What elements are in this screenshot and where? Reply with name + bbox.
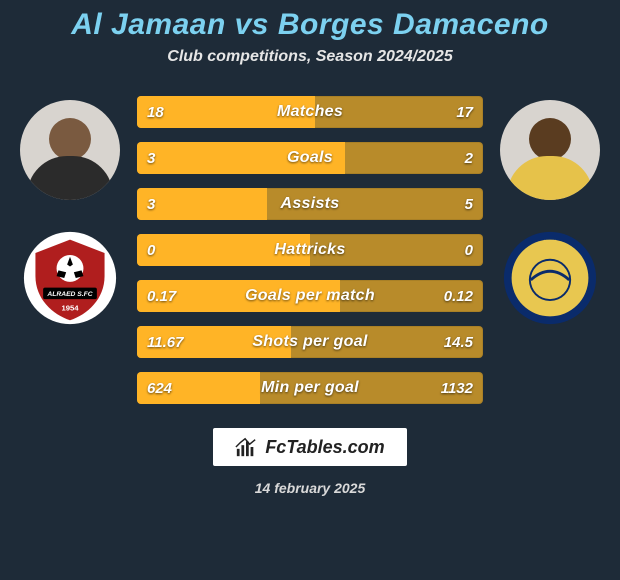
main-row: ALRAED S.FC 1954 18 Matches 17 3 Goals 2 3 Assi… [0, 94, 620, 404]
stat-label: Goals per match [245, 287, 375, 305]
footer: FcTables.com 14 february 2025 [213, 428, 406, 496]
stat-label: Assists [280, 195, 339, 213]
club-right-logo [502, 230, 598, 326]
stat-label: Min per goal [261, 379, 359, 397]
stat-left-value: 11.67 [147, 334, 183, 351]
stat-label: Matches [277, 103, 343, 121]
stat-right-value: 0 [465, 242, 473, 259]
comparison-card: Al Jamaan vs Borges Damaceno Club compet… [0, 0, 620, 580]
stat-left-value: 0.17 [147, 288, 176, 305]
stat-right-value: 5 [465, 196, 473, 213]
stat-left-value: 0 [147, 242, 155, 259]
chart-icon [235, 436, 257, 458]
stat-left-value: 3 [147, 196, 155, 213]
stat-left-value: 3 [147, 150, 155, 167]
right-column [495, 94, 605, 326]
stat-bar: 624 Min per goal 1132 [137, 372, 483, 404]
brand-badge: FcTables.com [213, 428, 406, 466]
page-title: Al Jamaan vs Borges Damaceno [71, 8, 549, 42]
stat-bar: 3 Goals 2 [137, 142, 483, 174]
stat-bar: 0.17 Goals per match 0.12 [137, 280, 483, 312]
stat-left-value: 18 [147, 104, 164, 121]
stat-bar-left-fill [137, 188, 267, 220]
stat-bar: 0 Hattricks 0 [137, 234, 483, 266]
stat-bars: 18 Matches 17 3 Goals 2 3 Assists 5 0 Hattricks 0 0.… [137, 94, 483, 404]
stat-right-value: 0.12 [444, 288, 473, 305]
brand-text: FcTables.com [265, 437, 384, 458]
stat-right-value: 17 [456, 104, 473, 121]
stat-bar: 11.67 Shots per goal 14.5 [137, 326, 483, 358]
stat-label: Hattricks [274, 241, 345, 259]
svg-text:1954: 1954 [61, 304, 79, 313]
player-right-avatar [500, 100, 600, 200]
club-left-logo: ALRAED S.FC 1954 [22, 230, 118, 326]
stat-right-value: 1132 [441, 380, 473, 397]
player-left-avatar [20, 100, 120, 200]
stat-left-value: 624 [147, 380, 172, 397]
stat-right-value: 14.5 [444, 334, 473, 351]
stat-label: Goals [287, 149, 333, 167]
left-column: ALRAED S.FC 1954 [15, 94, 125, 326]
stat-bar: 3 Assists 5 [137, 188, 483, 220]
date-label: 14 february 2025 [255, 480, 366, 496]
page-subtitle: Club competitions, Season 2024/2025 [167, 48, 452, 66]
stat-bar: 18 Matches 17 [137, 96, 483, 128]
stat-label: Shots per goal [252, 333, 367, 351]
svg-text:ALRAED S.FC: ALRAED S.FC [46, 291, 92, 298]
stat-right-value: 2 [465, 150, 473, 167]
